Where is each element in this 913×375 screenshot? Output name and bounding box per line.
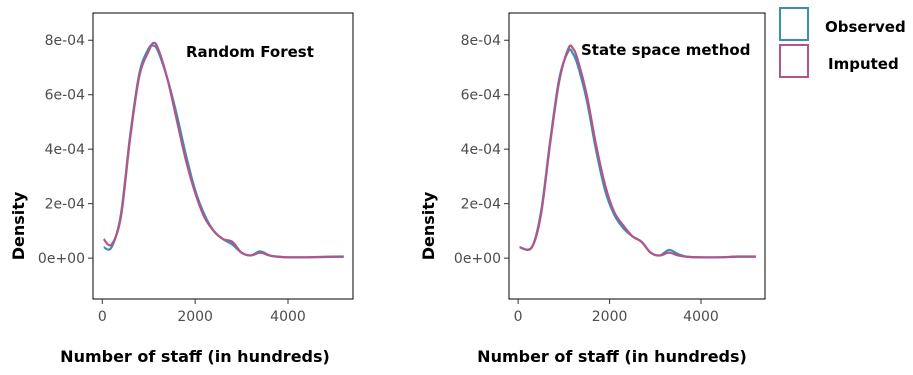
density-lines (102, 41, 344, 259)
x-tick-label: 2000 (177, 309, 213, 325)
x-tick-label: 0 (514, 309, 523, 325)
y-axis-title: Density (419, 191, 438, 260)
y-tick-label: 2e-04 (45, 197, 85, 213)
y-tick-label: 2e-04 (461, 197, 501, 213)
y-tick-label: 0e+00 (38, 251, 85, 267)
x-axis-title: Number of staff (in hundreds) (477, 347, 747, 366)
series-line-imputed (102, 41, 344, 259)
y-axis-title: Density (9, 191, 28, 260)
plot-frame (508, 12, 766, 300)
panel-state-space-method: State space method 0e+00 2e-04 4e-04 6e-04 8… (419, 12, 766, 366)
panel-title: State space method (581, 41, 750, 59)
plot-frame (92, 12, 354, 300)
legend-label-imputed: Imputed (828, 55, 899, 73)
x-tick-label: 4000 (270, 309, 306, 325)
series-line-imputed (519, 44, 756, 259)
series-line-observed (519, 48, 756, 259)
y-axis: 0e+00 2e-04 4e-04 6e-04 8e-04 (454, 33, 509, 267)
legend-key-observed (779, 7, 809, 41)
y-tick-label: 0e+00 (454, 251, 501, 267)
panel-random-forest: Random Forest 0e+002e-044e-046e-048e-04 … (9, 12, 354, 366)
y-tick-label: 8e-04 (45, 33, 85, 49)
x-axis: 0 2000 4000 (514, 299, 719, 325)
y-tick-label: 6e-04 (45, 88, 85, 104)
x-axis: 0 2000 4000 (98, 299, 306, 325)
x-tick-label: 4000 (683, 309, 719, 325)
y-axis: 0e+00 2e-04 4e-04 6e-04 8e-04 (38, 33, 93, 267)
y-tick-label: 4e-04 (45, 142, 85, 158)
y-tick-label: 4e-04 (461, 142, 501, 158)
y-tick-label: 8e-04 (461, 33, 501, 49)
density-lines (519, 44, 756, 259)
legend-label-observed: Observed (825, 18, 906, 36)
legend-key-imputed (779, 44, 809, 78)
x-tick-label: 0 (98, 309, 107, 325)
x-axis-title: Number of staff (in hundreds) (60, 347, 330, 366)
legend: Observed Imputed (779, 7, 906, 78)
y-tick-label: 6e-04 (461, 88, 501, 104)
x-tick-label: 2000 (592, 309, 628, 325)
panel-title: Random Forest (186, 43, 314, 61)
